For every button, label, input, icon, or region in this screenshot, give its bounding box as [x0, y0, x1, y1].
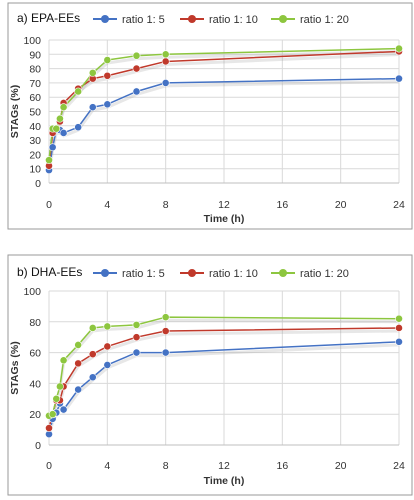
x-tick-label: 20 [335, 460, 347, 472]
data-point [161, 348, 170, 357]
data-point [88, 103, 97, 112]
data-point [395, 314, 403, 323]
legend-label: ratio 1: 5 [122, 14, 165, 26]
x-tick-label: 4 [104, 199, 110, 211]
data-point [132, 64, 141, 73]
y-axis-title: STAGs (%) [9, 341, 21, 394]
data-point [59, 405, 68, 414]
x-tick-label: 20 [335, 199, 347, 211]
data-point [59, 356, 68, 365]
data-point [45, 156, 53, 165]
y-tick-label: 60 [29, 348, 41, 360]
y-tick-label: 0 [35, 178, 41, 190]
y-tick-label: 0 [35, 440, 41, 452]
data-point [59, 103, 68, 112]
data-point [88, 68, 97, 77]
y-tick-label: 10 [29, 164, 41, 176]
y-tick-label: 30 [29, 135, 41, 147]
data-point [56, 114, 64, 123]
y-tick-label: 80 [29, 64, 41, 76]
data-point [132, 87, 141, 96]
legend-marker [101, 269, 109, 277]
data-point [59, 129, 68, 137]
data-point [48, 143, 57, 152]
data-point [74, 87, 83, 96]
data-point [74, 340, 83, 349]
x-axis-title: Time (h) [204, 475, 245, 487]
y-tick-label: 20 [29, 149, 41, 161]
x-axis-title: Time (h) [204, 213, 245, 225]
data-point [88, 373, 97, 382]
data-point [395, 74, 403, 83]
x-tick-label: 12 [218, 460, 230, 472]
x-tick-label: 24 [393, 199, 405, 211]
x-tick-label: 8 [163, 460, 169, 472]
data-point [161, 79, 170, 87]
x-tick-label: 0 [46, 199, 52, 211]
data-point [132, 51, 141, 60]
y-tick-label: 60 [29, 92, 41, 104]
legend-label: ratio 1: 20 [300, 14, 349, 26]
data-point [88, 324, 97, 332]
data-point [52, 124, 61, 133]
y-tick-label: 70 [29, 78, 41, 90]
data-point [103, 100, 112, 109]
x-tick-label: 16 [276, 460, 288, 472]
x-tick-label: 16 [276, 199, 288, 211]
y-tick-label: 40 [29, 121, 41, 133]
x-tick-label: 4 [104, 460, 110, 472]
legend-label: ratio 1: 5 [122, 268, 165, 280]
y-tick-label: 40 [29, 378, 41, 390]
legend-marker [188, 15, 196, 23]
legend-marker [279, 15, 287, 23]
data-point [45, 424, 53, 432]
panel-frame [7, 254, 413, 496]
legend-label: ratio 1: 10 [209, 14, 258, 26]
data-point [103, 361, 112, 369]
data-point [103, 342, 112, 351]
data-point [74, 359, 83, 368]
data-point [103, 322, 112, 331]
y-tick-label: 50 [29, 107, 41, 119]
x-tick-label: 8 [163, 199, 169, 211]
data-point [161, 50, 170, 59]
data-point [74, 385, 83, 394]
y-tick-label: 90 [29, 49, 41, 61]
data-point [161, 57, 170, 66]
data-point [103, 56, 112, 64]
data-point [161, 313, 170, 322]
data-point [88, 350, 97, 359]
panel-frame [7, 2, 413, 230]
chart-panel-b: 0 20 40 60 80 100 0 4 8 12 16 20 24 STAGs (%) Time (h)… [7, 254, 413, 496]
data-point [132, 333, 141, 342]
legend-marker [101, 15, 109, 23]
x-tick-label: 0 [46, 460, 52, 472]
y-tick-label: 20 [29, 409, 41, 421]
data-point [52, 394, 61, 403]
data-point [395, 337, 403, 346]
data-point [132, 348, 141, 357]
panel-title: a) EPA-EEs [17, 11, 80, 25]
data-point [103, 71, 112, 80]
y-axis-title: STAGs (%) [9, 85, 21, 138]
data-point [161, 327, 170, 335]
y-tick-label: 100 [23, 286, 41, 298]
x-tick-label: 24 [393, 460, 405, 472]
data-point [132, 320, 141, 329]
chart-panel-a: 0 10 20 30 40 50 60 70 80 90 100 0 4 8 12 16 20 24 STAGs (… [7, 2, 413, 230]
legend-marker [188, 269, 196, 277]
panel-title: b) DHA-EEs [17, 265, 82, 279]
data-point [395, 44, 403, 53]
data-point [48, 410, 57, 419]
y-tick-label: 80 [29, 317, 41, 329]
legend-marker [279, 269, 287, 277]
data-point [395, 324, 403, 332]
x-tick-label: 12 [218, 199, 230, 211]
legend-label: ratio 1: 20 [300, 268, 349, 280]
data-point [74, 123, 83, 132]
y-tick-label: 100 [23, 35, 41, 47]
legend-label: ratio 1: 10 [209, 268, 258, 280]
data-point [56, 382, 64, 391]
